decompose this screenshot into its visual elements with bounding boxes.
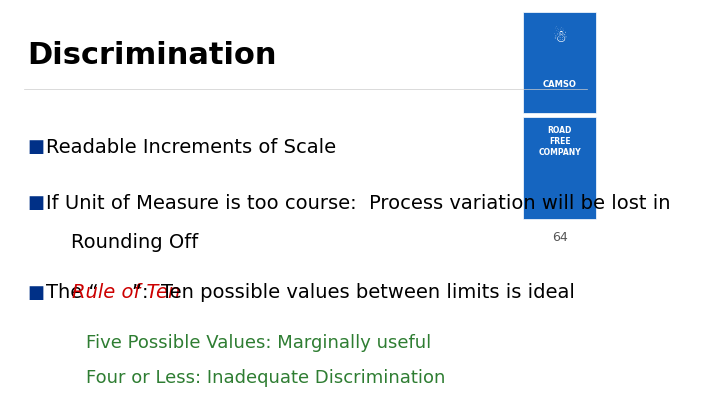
Text: ■: ■ bbox=[27, 284, 45, 301]
Text: Discrimination: Discrimination bbox=[27, 40, 277, 70]
Text: Rule of Ten: Rule of Ten bbox=[71, 284, 180, 303]
Text: Rounding Off: Rounding Off bbox=[46, 233, 198, 252]
FancyBboxPatch shape bbox=[523, 117, 596, 219]
Text: Four or Less: Inadequate Discrimination: Four or Less: Inadequate Discrimination bbox=[86, 369, 445, 386]
Text: Five Possible Values: Marginally useful: Five Possible Values: Marginally useful bbox=[86, 334, 431, 352]
FancyBboxPatch shape bbox=[523, 12, 596, 113]
Text: ■: ■ bbox=[27, 138, 45, 156]
Text: If Unit of Measure is too course:  Process variation will be lost in: If Unit of Measure is too course: Proces… bbox=[46, 194, 670, 213]
Text: ”:  Ten possible values between limits is ideal: ”: Ten possible values between limits is… bbox=[132, 284, 575, 303]
Text: CAMSO: CAMSO bbox=[543, 80, 577, 89]
Text: 64: 64 bbox=[552, 231, 567, 244]
Text: ROAD
FREE
COMPANY: ROAD FREE COMPANY bbox=[539, 126, 581, 157]
Text: ☃: ☃ bbox=[552, 28, 567, 46]
Text: ■: ■ bbox=[27, 194, 45, 212]
Text: The “: The “ bbox=[46, 284, 99, 303]
Text: Readable Increments of Scale: Readable Increments of Scale bbox=[46, 138, 336, 157]
